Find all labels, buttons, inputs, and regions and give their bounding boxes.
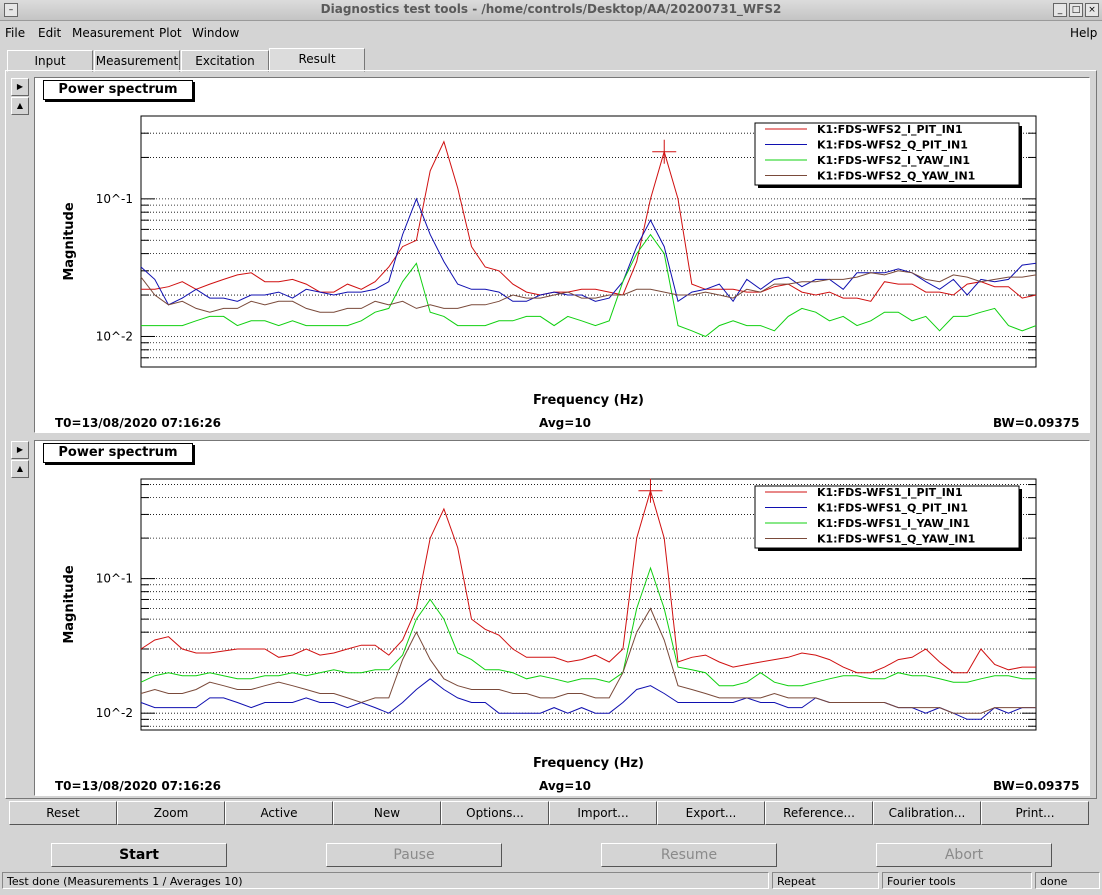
collapse-up-icon[interactable]: ▲	[11, 460, 29, 478]
active-button[interactable]: Active	[225, 801, 333, 825]
menu-file[interactable]: File	[5, 26, 26, 40]
status-tool: Fourier tools	[882, 872, 1032, 889]
reference-button[interactable]: Reference...	[765, 801, 873, 825]
menu-bar: File Edit Measurement Plot Window Help	[0, 22, 1102, 44]
t0-label: T0=13/08/2020 07:16:26	[55, 779, 222, 793]
window-title: Diagnostics test tools - /home/controls/…	[320, 2, 782, 16]
expand-right-icon[interactable]: ▶	[11, 78, 29, 96]
plot-pane-2[interactable]: Power spectrum 10^-1 10^-2 Magnitude Freque…	[34, 440, 1090, 796]
menu-measurement[interactable]: Measurement	[72, 26, 155, 40]
pause-button[interactable]: Pause	[326, 843, 502, 867]
tab-measurement[interactable]: Measurement	[94, 50, 180, 72]
abort-button[interactable]: Abort	[876, 843, 1052, 867]
close-icon[interactable]: ×	[1085, 3, 1099, 17]
series-line	[140, 488, 1036, 674]
bw-label: BW=0.09375	[993, 779, 1080, 793]
y-tick-label: 10^-2	[96, 329, 133, 343]
plot-title[interactable]: Power spectrum	[43, 80, 193, 100]
power-spectrum-chart-1[interactable]: 10^-1 10^-2 Magnitude Frequency (Hz) K1:FDS-…	[35, 78, 1089, 432]
menu-help[interactable]: Help	[1070, 26, 1098, 40]
legend-entry: K1:FDS-WFS2_I_YAW_IN1	[817, 154, 970, 167]
menu-window[interactable]: Window	[192, 26, 240, 40]
status-message: Test done (Measurements 1 / Averages 10)	[2, 872, 769, 889]
avg-label: Avg=10	[539, 416, 592, 430]
legend: K1:FDS-WFS1_I_PIT_IN1 K1:FDS-WFS1_Q_PIT_I…	[754, 485, 1022, 551]
bw-label: BW=0.09375	[993, 416, 1080, 430]
series-line	[140, 607, 1036, 714]
status-repeat: Repeat	[772, 872, 879, 889]
expand-right-icon[interactable]: ▶	[11, 441, 29, 459]
status-state: done	[1035, 872, 1100, 889]
series-line	[140, 270, 1037, 313]
power-spectrum-chart-2[interactable]: 10^-1 10^-2 Magnitude Frequency (Hz) K1:FDS-…	[35, 441, 1089, 795]
window-menu-icon[interactable]: –	[4, 3, 18, 17]
legend-entry: K1:FDS-WFS2_Q_YAW_IN1	[817, 170, 975, 183]
legend-entry: K1:FDS-WFS1_Q_PIT_IN1	[817, 502, 968, 515]
menu-plot[interactable]: Plot	[159, 26, 182, 40]
y-tick-label: 10^-1	[96, 192, 133, 206]
series-line	[141, 233, 1037, 338]
import-button[interactable]: Import...	[549, 801, 657, 825]
tab-result[interactable]: Result	[269, 48, 365, 72]
series-line	[140, 566, 1036, 687]
legend-entry: K1:FDS-WFS1_I_YAW_IN1	[817, 517, 970, 530]
plot-pane-1[interactable]: Power spectrum 10^-1 10^-2 Magnitude Freque…	[34, 77, 1090, 433]
start-button[interactable]: Start	[51, 843, 227, 867]
tab-excitation[interactable]: Excitation	[181, 50, 269, 72]
y-axis-label: Magnitude	[62, 565, 77, 644]
options-button[interactable]: Options...	[441, 801, 549, 825]
legend-entry: K1:FDS-WFS1_I_PIT_IN1	[817, 486, 963, 499]
x-axis-label: Frequency (Hz)	[533, 393, 644, 408]
calibration-button[interactable]: Calibration...	[873, 801, 981, 825]
plot-title[interactable]: Power spectrum	[43, 443, 193, 463]
avg-label: Avg=10	[539, 779, 592, 793]
result-frame	[5, 70, 1097, 799]
y-axis-label: Magnitude	[62, 202, 77, 281]
collapse-up-icon[interactable]: ▲	[11, 97, 29, 115]
maximize-icon[interactable]: □	[1069, 3, 1083, 17]
y-tick-label: 10^-1	[96, 572, 133, 586]
new-button[interactable]: New	[333, 801, 441, 825]
print-button[interactable]: Print...	[981, 801, 1089, 825]
resume-button[interactable]: Resume	[601, 843, 777, 867]
tab-input[interactable]: Input	[7, 50, 93, 72]
legend-entry: K1:FDS-WFS2_I_PIT_IN1	[817, 123, 963, 136]
x-axis-label: Frequency (Hz)	[533, 756, 644, 771]
y-tick-label: 10^-2	[96, 706, 133, 720]
zoom-button[interactable]: Zoom	[117, 801, 225, 825]
legend-entry: K1:FDS-WFS1_Q_YAW_IN1	[817, 533, 975, 546]
legend: K1:FDS-WFS2_I_PIT_IN1 K1:FDS-WFS2_Q_PIT_I…	[754, 122, 1022, 188]
legend-entry: K1:FDS-WFS2_Q_PIT_IN1	[817, 139, 968, 152]
export-button[interactable]: Export...	[657, 801, 765, 825]
menu-edit[interactable]: Edit	[38, 26, 62, 40]
t0-label: T0=13/08/2020 07:16:26	[55, 416, 222, 430]
minimize-icon[interactable]: _	[1053, 3, 1067, 17]
series-line	[141, 140, 1037, 302]
reset-button[interactable]: Reset	[9, 801, 117, 825]
title-bar: Diagnostics test tools - /home/controls/…	[0, 0, 1102, 21]
